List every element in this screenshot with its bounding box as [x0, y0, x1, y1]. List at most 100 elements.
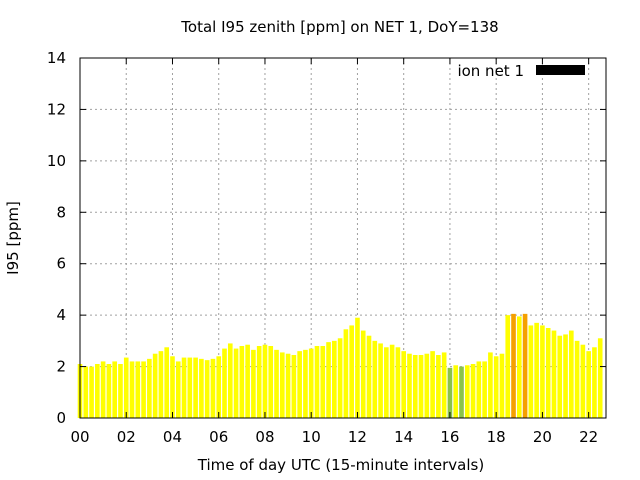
bar [389, 344, 395, 418]
bar [470, 364, 476, 418]
bar [245, 344, 250, 418]
bar [297, 351, 302, 418]
bar [447, 367, 453, 418]
bar [193, 357, 198, 418]
bar [384, 347, 389, 418]
bar [199, 358, 204, 418]
bar [569, 330, 574, 418]
bar [337, 338, 343, 418]
bar [430, 351, 435, 418]
bar [100, 361, 106, 418]
bar [106, 364, 112, 418]
bar [482, 361, 487, 418]
bar [436, 355, 441, 418]
bar [251, 349, 256, 418]
x-tick-label: 12 [348, 428, 367, 446]
bar [227, 343, 233, 418]
bar [181, 357, 187, 418]
bar [279, 352, 285, 418]
y-tick-label: 0 [56, 409, 66, 427]
bar [540, 325, 545, 418]
bar [135, 361, 141, 418]
x-tick-label: 08 [255, 428, 274, 446]
chart-title: Total I95 zenith [ppm] on NET 1, DoY=138 [180, 18, 498, 36]
bar [303, 349, 308, 418]
bar [453, 365, 459, 418]
bar [597, 338, 603, 418]
x-tick-label: 10 [302, 428, 321, 446]
bar [488, 352, 493, 418]
bar [147, 358, 152, 418]
bar [424, 353, 430, 418]
bar [459, 366, 464, 418]
x-axis-label: Time of day UTC (15-minute intervals) [197, 456, 484, 474]
bar [349, 325, 354, 418]
bar [563, 334, 568, 418]
bar [528, 325, 534, 418]
x-tick-label: 02 [117, 428, 136, 446]
bar [204, 360, 210, 418]
bar [222, 348, 227, 418]
bar [210, 358, 216, 418]
bar [511, 313, 516, 418]
x-tick-label: 00 [70, 428, 89, 446]
x-tick-label: 18 [487, 428, 506, 446]
bar [285, 353, 291, 418]
bars-layer [77, 313, 603, 418]
bar [355, 317, 360, 418]
bar [158, 351, 164, 418]
y-tick-label: 6 [56, 255, 66, 273]
bar [580, 344, 586, 418]
bar [164, 347, 170, 418]
bar [118, 364, 123, 418]
bar [395, 347, 401, 418]
bar [129, 361, 135, 418]
bar [592, 347, 597, 418]
bar [534, 322, 539, 418]
legend-swatch [536, 65, 585, 75]
x-tick-label: 04 [163, 428, 182, 446]
bar [372, 340, 378, 418]
bar [378, 343, 383, 418]
bar [187, 357, 193, 418]
bar [291, 355, 297, 418]
bar [170, 356, 175, 418]
bar [557, 335, 563, 418]
y-tick-label: 12 [47, 100, 66, 118]
bar [112, 361, 117, 418]
bar [95, 364, 100, 418]
legend: ion net 1 [457, 62, 585, 80]
bar [216, 356, 222, 418]
bar [274, 349, 279, 418]
bar [268, 346, 274, 418]
bar [551, 330, 557, 418]
bar [476, 361, 482, 418]
bar [343, 329, 349, 418]
bar [366, 335, 372, 418]
bar [522, 313, 528, 418]
bar [360, 330, 366, 418]
bar [175, 361, 181, 418]
x-tick-label: 06 [209, 428, 228, 446]
bar [308, 348, 314, 418]
bar [332, 340, 337, 418]
bar [256, 346, 262, 418]
bar [83, 366, 89, 418]
y-tick-label: 4 [56, 306, 66, 324]
x-tick-label: 20 [533, 428, 552, 446]
bar [89, 366, 94, 418]
y-tick-label: 14 [47, 49, 66, 67]
bar [141, 361, 146, 418]
bar [401, 351, 407, 418]
bar [493, 356, 499, 418]
x-tick-label: 14 [394, 428, 413, 446]
bar [152, 353, 158, 418]
bar [407, 353, 412, 418]
y-tick-label: 8 [56, 203, 66, 221]
bar [314, 346, 320, 418]
bar [233, 348, 239, 418]
bar [545, 328, 551, 418]
bar [441, 352, 447, 418]
